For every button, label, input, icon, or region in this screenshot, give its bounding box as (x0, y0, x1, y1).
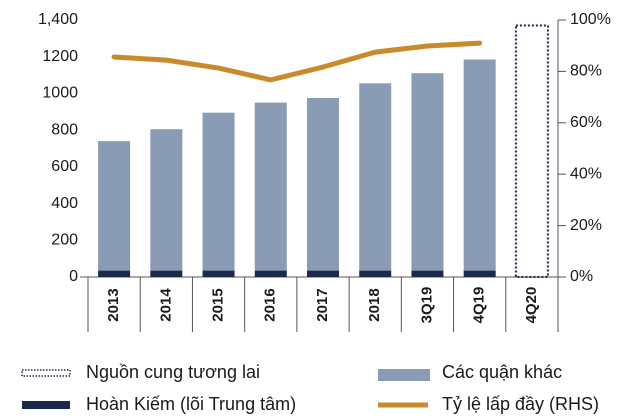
y2-tick-label: 60% (570, 114, 602, 131)
bar (150, 270, 183, 277)
x-tick-label: 2013 (105, 288, 122, 321)
bar (202, 112, 235, 271)
bar (359, 270, 392, 277)
y2-tick-label: 40% (570, 165, 602, 182)
x-tick-label: 2015 (210, 288, 227, 321)
y-tick-label: 1000 (42, 85, 78, 102)
bar (411, 270, 444, 277)
x-tick-label: 2014 (157, 288, 174, 322)
x-tick-label: 3Q19 (418, 287, 435, 324)
bar (98, 270, 131, 277)
bar (463, 59, 496, 271)
x-tick-label: 4Q20 (523, 287, 540, 324)
y-tick-label: 600 (51, 158, 78, 175)
y2-tick-label: 20% (570, 217, 602, 234)
bar (150, 129, 183, 271)
x-tick-label: 2018 (366, 288, 383, 321)
x-tick-label: 4Q19 (471, 287, 488, 324)
bar (307, 98, 339, 271)
legend-label: Hoàn Kiếm (lõi Trung tâm) (86, 394, 296, 414)
y2-tick-label: 0% (570, 268, 593, 285)
bar (254, 102, 287, 271)
y2-tick-label: 80% (570, 63, 602, 80)
y-tick-label: 0 (69, 268, 78, 285)
legend-swatch (378, 369, 430, 381)
bar (411, 73, 444, 271)
bar (98, 141, 131, 271)
future-bar (514, 24, 549, 279)
bar (254, 270, 287, 277)
legend-label: Nguồn cung tương lai (86, 362, 260, 382)
y-tick-label: 400 (51, 195, 78, 212)
occupancy-line (111, 40, 483, 83)
legend-swatch (21, 369, 71, 377)
bar (359, 83, 392, 271)
y-tick-label: 1,400 (38, 11, 78, 28)
y2-tick-label: 100% (570, 11, 611, 28)
y-tick-label: 1200 (42, 48, 78, 65)
bar (307, 270, 339, 277)
legend-label: Tỷ lệ lấp đầy (RHS) (442, 394, 599, 414)
legend-swatch (22, 401, 70, 409)
y-tick-label: 200 (51, 232, 78, 249)
bar (463, 270, 496, 277)
x-tick-label: 2016 (262, 288, 279, 321)
y-tick-label: 800 (51, 121, 78, 138)
legend-label: Các quận khác (442, 362, 562, 382)
x-tick-label: 2017 (314, 288, 331, 321)
bar (202, 270, 235, 277)
